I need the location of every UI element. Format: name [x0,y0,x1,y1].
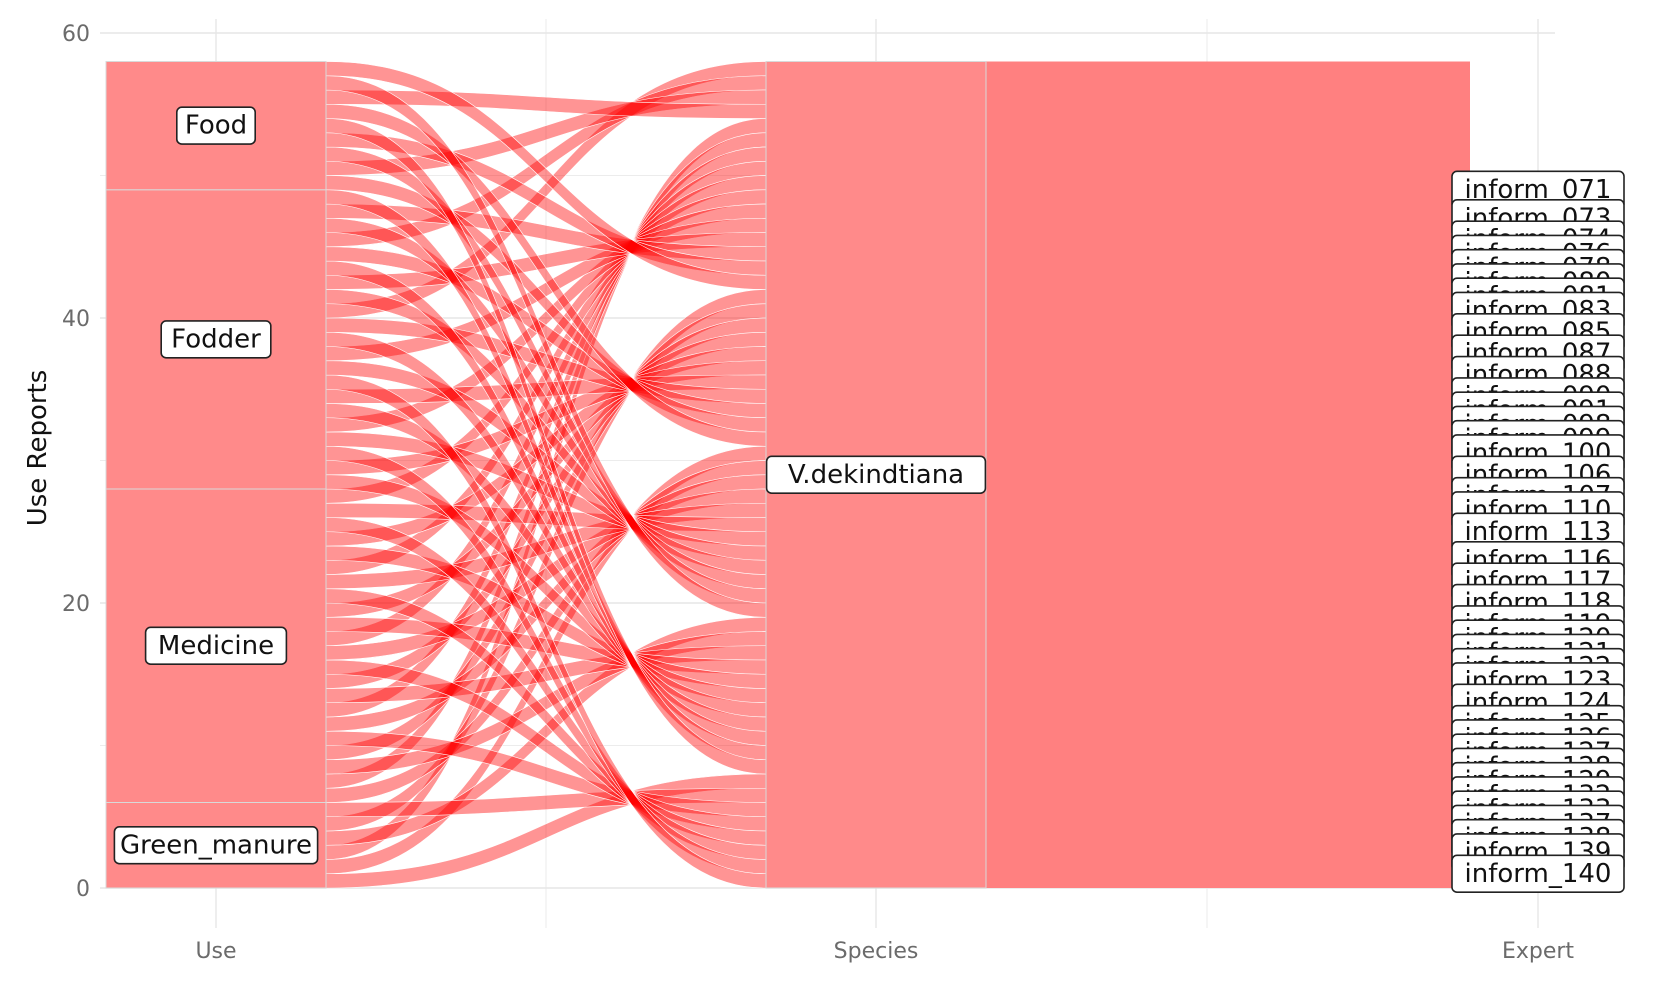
svg-text:Food: Food [185,111,247,141]
svg-text:Green_manure: Green_manure [120,830,312,860]
x-tick-label-use: Use [195,939,236,964]
y-tick-label: 60 [62,22,90,47]
y-axis-title: Use Reports [23,370,53,527]
y-tick-label: 20 [62,592,90,617]
x-tick-label-expert: Expert [1502,939,1574,964]
use-label-medicine: Medicine [144,626,288,666]
stratum-labels: Green_manure Medicine Fodder Food V.dekindti… [113,106,1625,894]
svg-text:V.dekindtiana: V.dekindtiana [788,460,964,490]
species-expert-flow [986,61,1470,888]
expert-label-inform-140: inform_140 [1451,854,1625,894]
species-label-v-dekindtiana: V.dekindtiana [765,455,987,495]
use-label-food: Food [176,106,257,145]
axes: Use Reports 0 20 40 60 Use Species Expert [23,22,1574,964]
svg-text:inform_140: inform_140 [1465,859,1612,889]
use-label-fodder: Fodder [160,320,272,359]
use-label-green-manure: Green_manure [113,825,319,865]
svg-text:Medicine: Medicine [158,631,274,661]
svg-text:Fodder: Fodder [171,324,261,354]
x-tick-label-species: Species [834,939,919,964]
y-tick-label: 40 [62,307,90,332]
flow-ribbons [325,61,1470,889]
y-tick-label: 0 [76,877,90,902]
